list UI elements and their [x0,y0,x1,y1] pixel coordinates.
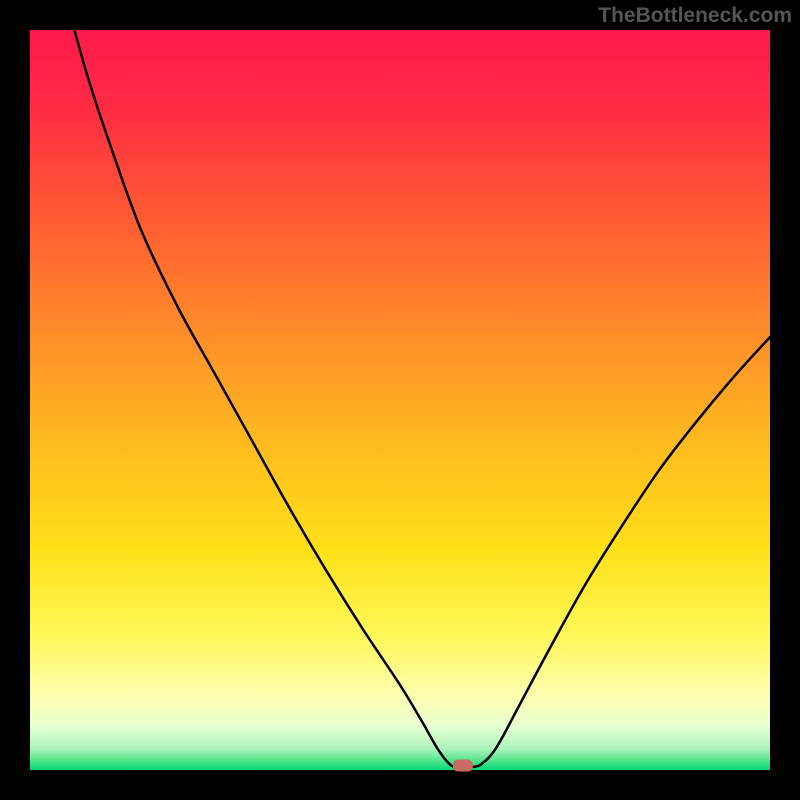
bottleneck-chart [0,0,800,800]
minimum-marker [453,760,473,772]
watermark-text: TheBottleneck.com [598,4,792,28]
chart-container: TheBottleneck.com [0,0,800,800]
plot-area [30,30,770,770]
